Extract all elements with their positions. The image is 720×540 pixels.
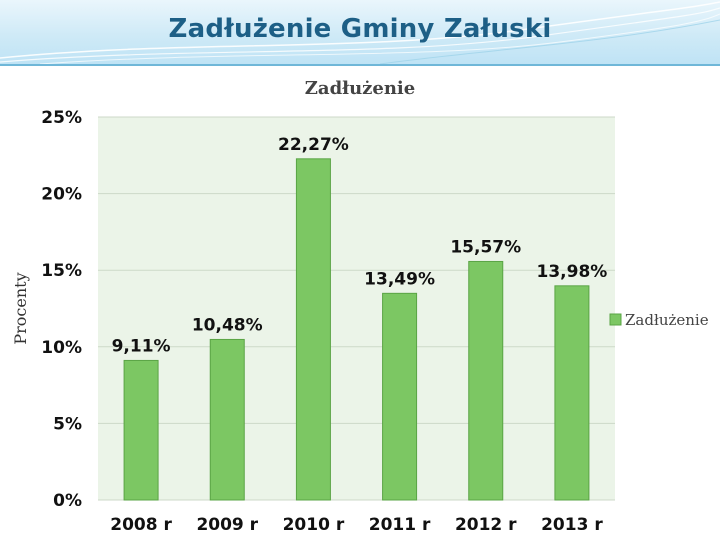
bar (554, 285, 590, 501)
bar-chart: Zadłużenie 0% 5% 10% 15% 20% 25% Procenty 9,11% 2… (11, 78, 709, 535)
y-tick-label: 0% (53, 491, 82, 511)
data-label: 13,98% (537, 262, 608, 282)
slide-title: Zadłużenie Gminy Załuski (168, 14, 552, 44)
data-label: 22,27% (278, 135, 349, 155)
y-tick-label: 5% (53, 414, 82, 434)
data-label: 15,57% (450, 237, 521, 257)
bar (123, 359, 159, 501)
data-label: 13,49% (364, 269, 435, 289)
data-label: 10,48% (192, 315, 263, 335)
x-tick-label: 2012 r (455, 515, 517, 535)
bar (295, 158, 331, 501)
x-tick-label: 2010 r (283, 515, 345, 535)
legend-swatch (609, 313, 622, 326)
x-tick-label: 2009 r (196, 515, 258, 535)
bar (209, 338, 245, 501)
slide-header: Zadłużenie Gminy Załuski (0, 0, 720, 66)
y-tick-label: 10% (41, 338, 82, 358)
y-tick-label: 15% (41, 261, 82, 281)
x-tick-label: 2008 r (110, 515, 172, 535)
bar (468, 260, 504, 501)
plot-area (98, 117, 615, 500)
chart-title: Zadłużenie (305, 78, 415, 99)
x-tick-label: 2011 r (369, 515, 431, 535)
y-tick-label: 25% (41, 108, 82, 128)
legend-label: Zadłużenie (625, 311, 709, 329)
x-tick-label: 2013 r (541, 515, 603, 535)
data-label: 9,11% (112, 336, 171, 356)
header-wave-decoration (0, 1, 720, 64)
bar (382, 292, 418, 501)
y-axis-label: Procenty (11, 272, 30, 344)
y-tick-label: 20% (41, 185, 82, 205)
